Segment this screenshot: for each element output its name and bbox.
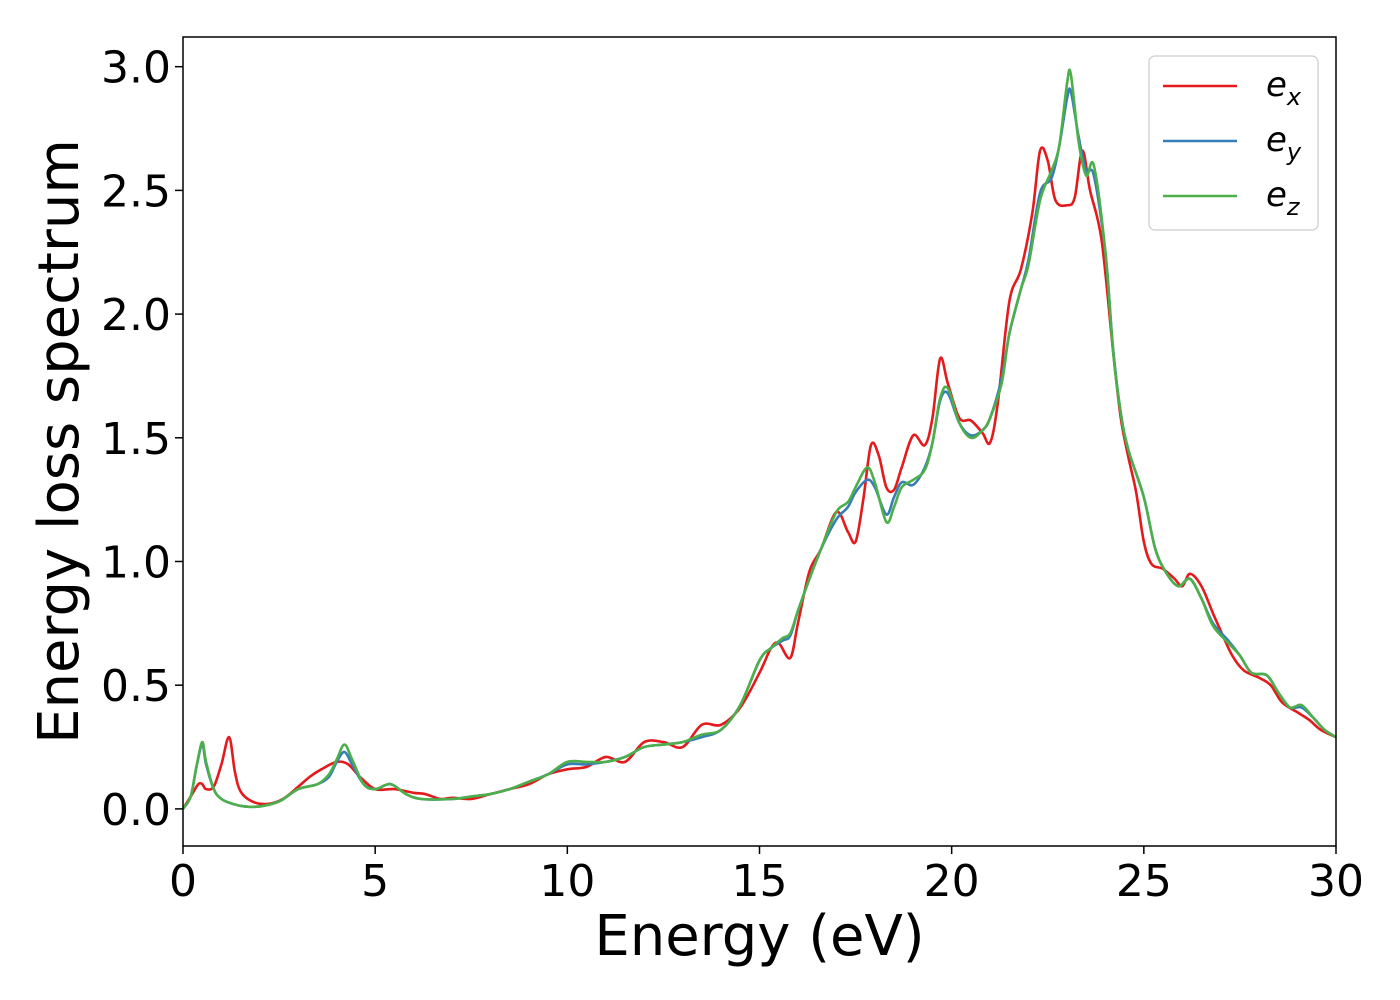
y-tick-label: 2.0	[101, 290, 171, 341]
x-tick-label: 0	[169, 856, 197, 907]
x-tick-label: 10	[539, 856, 595, 907]
y-axis: 0.0 0.5 1.0 1.5 2.0 2.5 3.0	[101, 43, 183, 836]
legend-label: ez	[1266, 175, 1301, 221]
x-tick-label: 25	[1116, 856, 1172, 907]
y-axis-label: Energy loss spectrum	[27, 139, 92, 744]
x-tick-label: 5	[361, 856, 389, 907]
legend-box	[1148, 55, 1319, 231]
x-tick-label: 15	[732, 856, 788, 907]
y-tick-label: 2.5	[101, 166, 171, 217]
legend: ex ey ez	[1148, 55, 1319, 231]
legend-label: ex	[1266, 65, 1302, 111]
legend-label: ey	[1266, 120, 1302, 166]
series-line-ez	[183, 68, 1336, 810]
y-tick-label: 1.5	[101, 414, 171, 465]
y-tick-label: 3.0	[101, 43, 171, 94]
x-tick-label: 30	[1308, 856, 1364, 907]
y-tick-label: 0.0	[101, 785, 171, 836]
y-tick-label: 1.0	[101, 537, 171, 588]
x-axis-label: Energy (eV)	[594, 904, 924, 969]
series-layer	[183, 68, 1336, 810]
series-line-ex	[183, 146, 1336, 810]
x-tick-label: 20	[924, 856, 980, 907]
y-tick-label: 0.5	[101, 661, 171, 712]
x-axis: 0 5 10 15 20 25 30	[169, 846, 1364, 907]
